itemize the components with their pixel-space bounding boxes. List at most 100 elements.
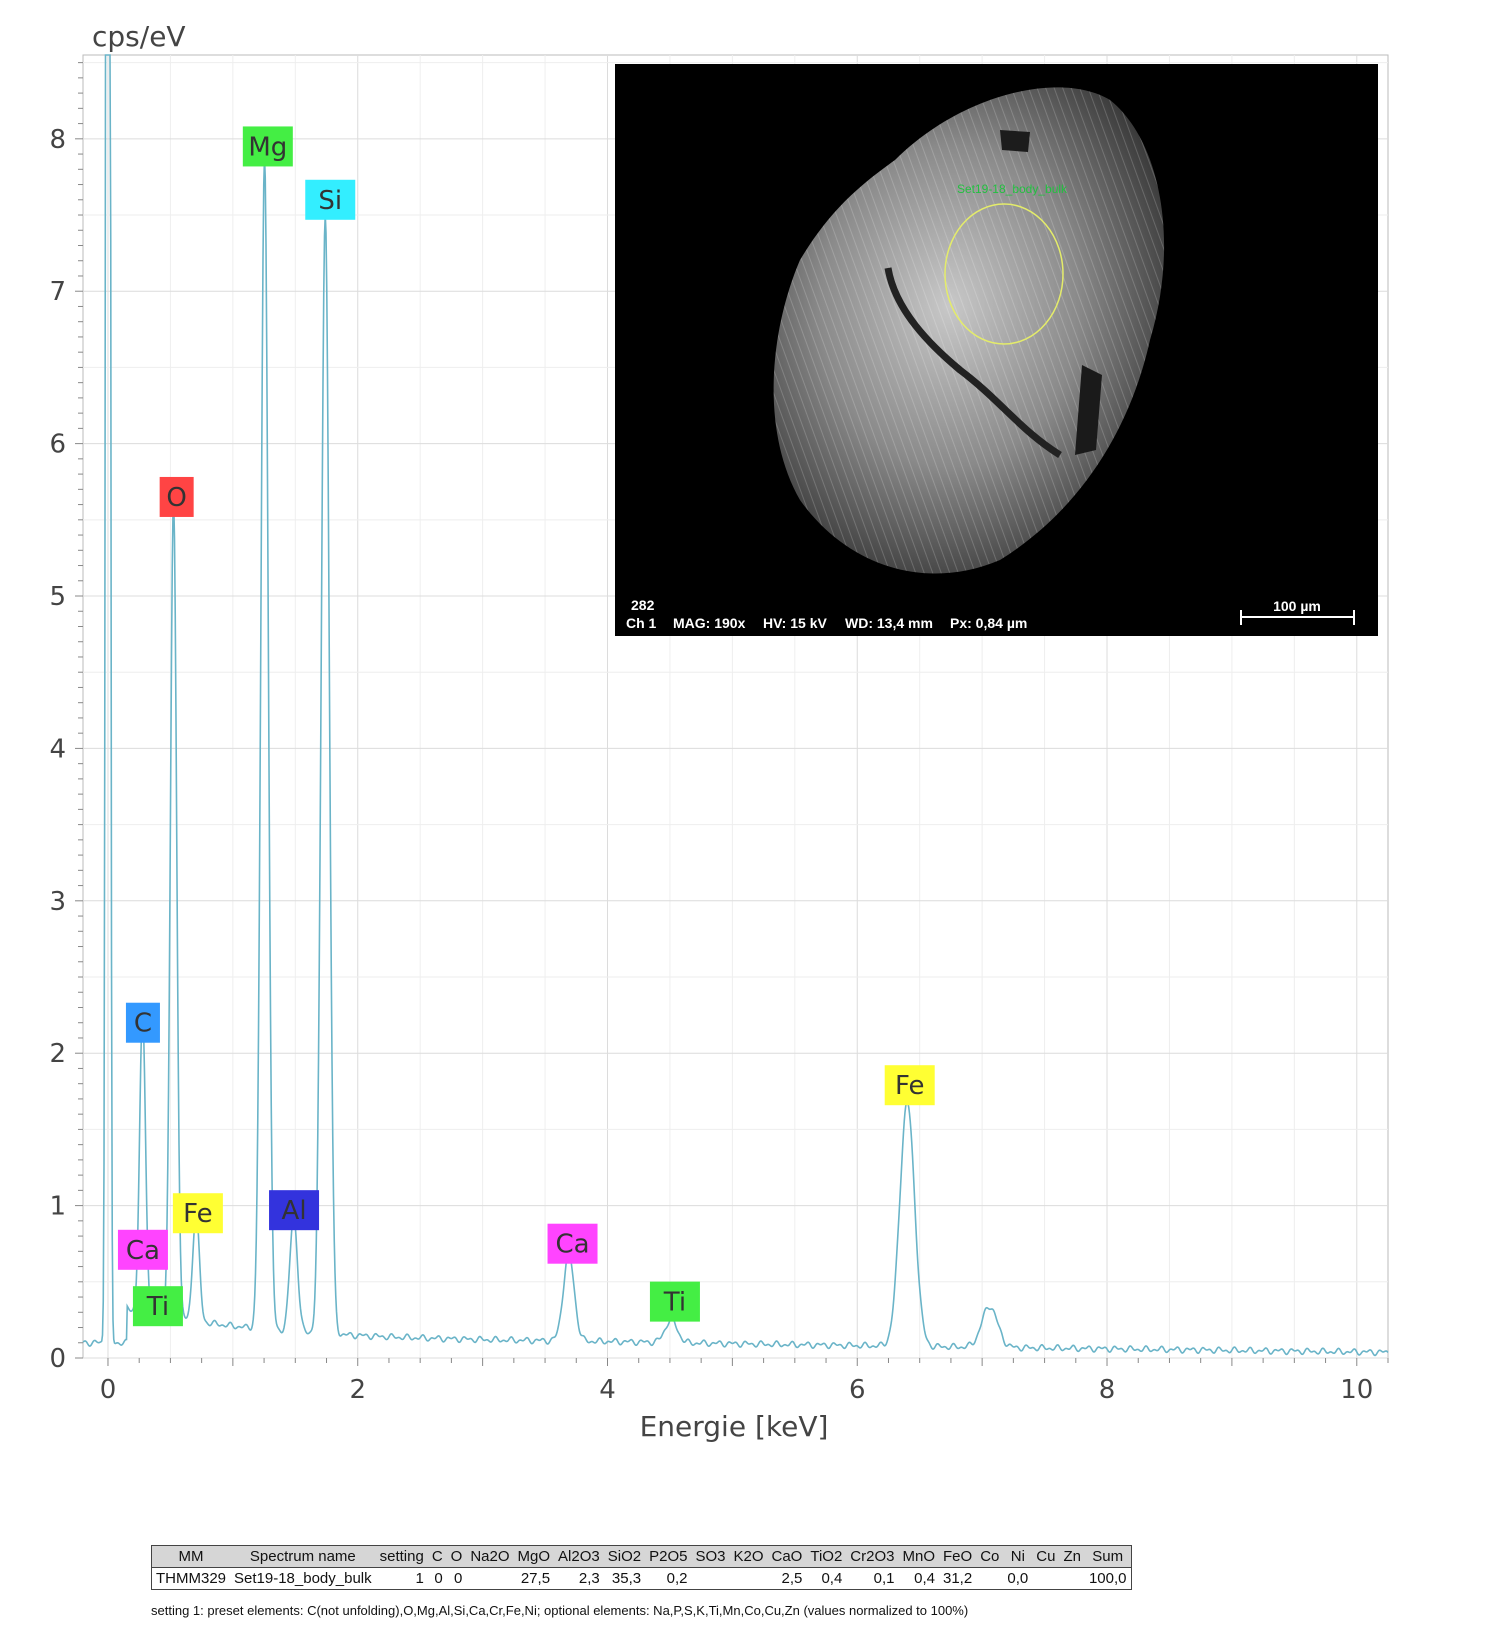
table-cell xyxy=(466,1567,514,1590)
table-header-cell: Na2O xyxy=(466,1545,514,1568)
table-header-cell: O xyxy=(446,1545,467,1568)
table-cell: 0 xyxy=(427,1567,447,1590)
element-label-fe: Fe xyxy=(884,1065,935,1106)
table-header-cell: C xyxy=(427,1545,447,1568)
element-label-box xyxy=(547,1223,598,1264)
y-tick-label: 0 xyxy=(49,1344,66,1374)
sem-crack xyxy=(884,267,1062,458)
y-tick-label: 4 xyxy=(49,734,66,764)
table-cell xyxy=(976,1567,1004,1590)
table-cell: 1 xyxy=(375,1567,428,1590)
sem-scale-bar-label: 100 µm xyxy=(1273,598,1321,614)
element-label-si: Si xyxy=(305,179,356,220)
table-header-cell: setting xyxy=(375,1545,428,1568)
element-label-ca: Ca xyxy=(547,1223,598,1264)
element-label-o: O xyxy=(159,476,194,517)
table-cell: 2,5 xyxy=(767,1567,807,1590)
table-header-cell: Ni xyxy=(1003,1545,1033,1568)
element-label-ti: Ti xyxy=(132,1286,183,1327)
spectrum-line xyxy=(82,54,1389,1357)
y-tick-label: 1 xyxy=(49,1192,66,1222)
element-label-text: Mg xyxy=(248,132,287,162)
element-label-al: Al xyxy=(269,1190,320,1231)
table-cell: 0 xyxy=(446,1567,467,1590)
element-label-text: Ca xyxy=(555,1230,589,1260)
element-label-c: C xyxy=(125,1002,160,1043)
element-label-box xyxy=(649,1281,700,1322)
x-tick-label: 2 xyxy=(349,1375,366,1405)
y-tick-label: 6 xyxy=(49,430,66,460)
sem-number: 282 xyxy=(631,597,655,613)
x-tick-label: 8 xyxy=(1099,1375,1116,1405)
sem-hv: HV: 15 kV xyxy=(763,615,827,631)
element-label-text: Ti xyxy=(146,1292,169,1322)
table-cell: 0,4 xyxy=(898,1567,939,1590)
element-label-box xyxy=(305,179,356,220)
table-cell: 35,3 xyxy=(603,1567,646,1590)
sem-channel: Ch 1 xyxy=(626,615,657,631)
table-cell: 100,0 xyxy=(1084,1567,1132,1590)
results-table: MM Spectrum name setting C O Na2O MgO Al2O3 SiO2… xyxy=(151,1545,1132,1590)
table-cell: 27,5 xyxy=(513,1567,555,1590)
table-cell: 31,2 xyxy=(939,1567,977,1590)
element-label-box xyxy=(125,1002,160,1043)
element-label-text: Fe xyxy=(183,1199,213,1229)
table-cell: 2,3 xyxy=(554,1567,604,1590)
table-header-cell: FeO xyxy=(939,1545,977,1568)
element-label-box xyxy=(132,1286,183,1327)
table-header-cell: MgO xyxy=(513,1545,555,1568)
element-label-box xyxy=(117,1229,168,1270)
table-header-cell: Cr2O3 xyxy=(846,1545,899,1568)
element-label-box xyxy=(172,1193,223,1234)
element-label-text: Ca xyxy=(126,1236,160,1266)
element-label-text: C xyxy=(134,1009,152,1039)
x-tick-labels: 0 2 4 6 8 10 xyxy=(100,1375,1374,1405)
element-labels: Mg Si O C Fe Al Ca Ti Ca Ti Fe xyxy=(117,126,935,1327)
table-cell: 0,4 xyxy=(806,1567,847,1590)
element-label-box xyxy=(242,126,293,167)
sem-roi-label: Set19-18_body_bulk xyxy=(957,182,1068,196)
sem-dark-pit xyxy=(1075,365,1102,455)
table-header-cell: MnO xyxy=(898,1545,939,1568)
table-cell: Set19-18_body_bulk xyxy=(230,1567,376,1590)
eds-spectrum-chart: 0 2 4 6 8 10 0 1 2 3 4 5 6 7 8 Mg Si O C Fe Al Ca Ti Ca Ti Fe c… xyxy=(49,20,1389,1443)
table-row: THMM329 Set19-18_body_bulk 1 0 0 27,5 2,3 35,3 0… xyxy=(151,1567,1132,1590)
table-header-cell: CaO xyxy=(767,1545,807,1568)
y-tick-label: 5 xyxy=(49,582,66,612)
y-axis-title: cps/eV xyxy=(92,20,186,53)
element-label-box xyxy=(159,476,194,517)
element-label-mg: Mg xyxy=(242,126,293,167)
table-header-cell: MM xyxy=(151,1545,231,1568)
sem-px: Px: 0,84 µm xyxy=(950,615,1027,631)
table-header-cell: Al2O3 xyxy=(554,1545,604,1568)
table-header-cell: K2O xyxy=(729,1545,768,1568)
table-header-cell: Co xyxy=(976,1545,1004,1568)
y-tick-label: 3 xyxy=(49,887,66,917)
x-axis-title: Energie [keV] xyxy=(640,1410,829,1443)
element-label-ti: Ti xyxy=(649,1281,700,1322)
table-header-cell: P2O5 xyxy=(645,1545,692,1568)
table-cell xyxy=(691,1567,730,1590)
table-header-cell: SiO2 xyxy=(603,1545,646,1568)
y-tick-label: 7 xyxy=(49,277,66,307)
table-header-cell: Cu xyxy=(1032,1545,1060,1568)
table-cell xyxy=(1032,1567,1060,1590)
table-header-cell: Zn xyxy=(1059,1545,1085,1568)
element-label-text: Si xyxy=(318,186,342,216)
table-cell xyxy=(1059,1567,1085,1590)
element-label-text: O xyxy=(166,483,186,513)
x-tick-label: 6 xyxy=(849,1375,866,1405)
y-tick-label: 8 xyxy=(49,125,66,155)
sem-wd: WD: 13,4 mm xyxy=(845,615,933,631)
sem-scale-bar xyxy=(1240,610,1355,625)
sem-image: Set19-18_body_bulk 282 Ch 1 MAG: 190x HV… xyxy=(615,64,1378,636)
table-cell: 0,1 xyxy=(846,1567,899,1590)
element-label-text: Al xyxy=(282,1196,307,1226)
table-cell: 0,2 xyxy=(645,1567,692,1590)
x-tick-label: 4 xyxy=(599,1375,616,1405)
element-label-box xyxy=(884,1065,935,1106)
sem-dark-spot xyxy=(1000,130,1030,152)
element-label-text: Ti xyxy=(663,1288,686,1318)
element-label-fe: Fe xyxy=(172,1193,223,1234)
table-footnote: setting 1: preset elements: C(not unfold… xyxy=(151,1603,969,1618)
